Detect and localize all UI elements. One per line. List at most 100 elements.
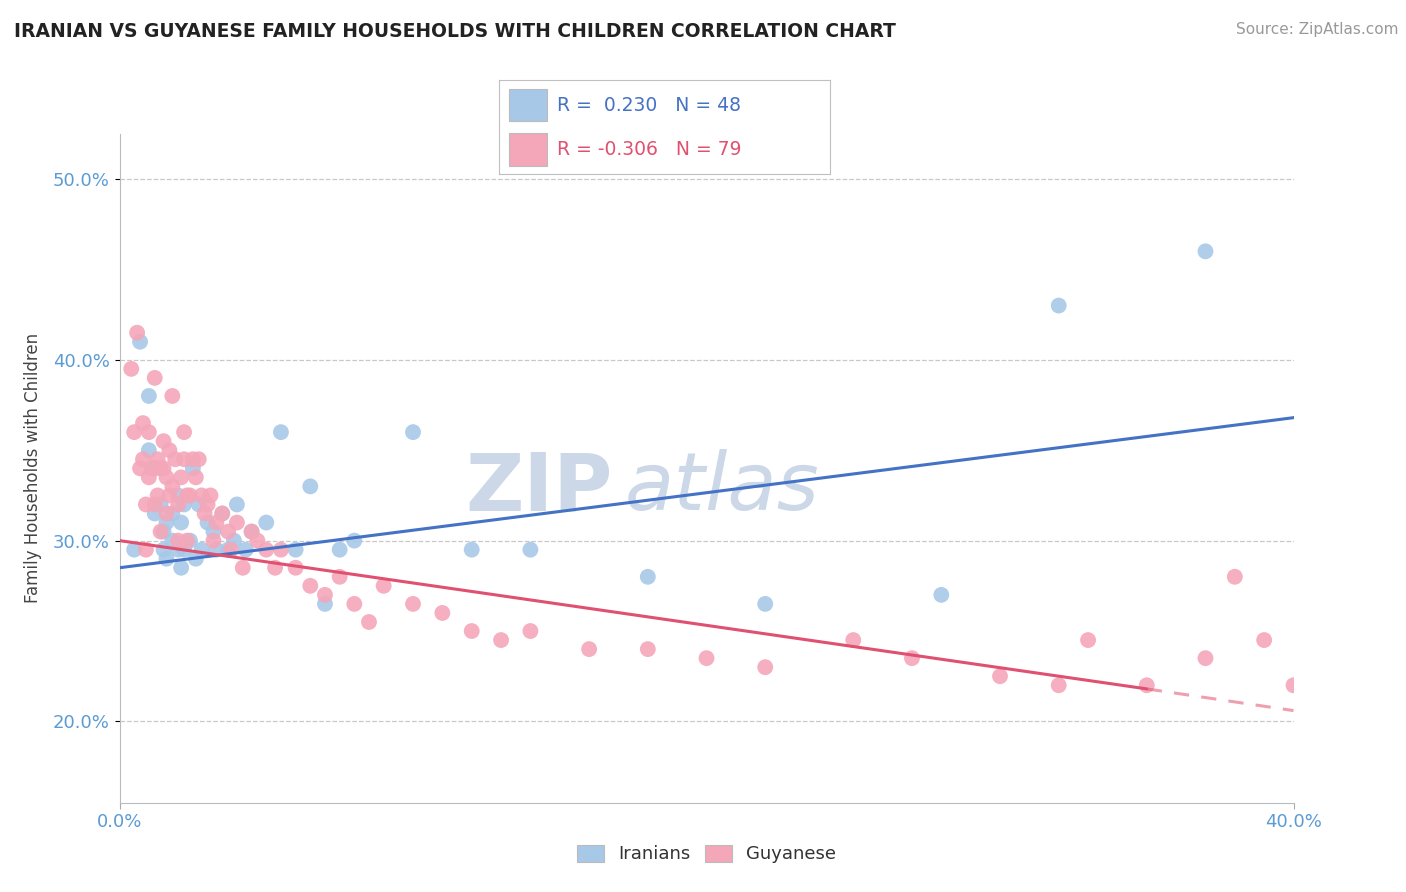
Point [187, 498, 209, 512]
Point [170, 560, 193, 574]
Point [194, 507, 217, 521]
Point [173, 498, 195, 512]
Point [270, 542, 292, 557]
Point [152, 434, 174, 449]
Point [155, 551, 177, 566]
Point [155, 470, 177, 484]
Point [202, 533, 225, 548]
Point [1223, 570, 1246, 584]
Point [205, 516, 228, 530]
Text: atlas: atlas [624, 450, 820, 527]
Point [357, 615, 380, 629]
Text: R =  0.230   N = 48: R = 0.230 N = 48 [557, 95, 741, 114]
Point [190, 488, 212, 502]
Point [152, 524, 174, 539]
Point [217, 524, 239, 539]
Point [299, 579, 322, 593]
Point [314, 588, 336, 602]
Point [132, 452, 155, 467]
Point [141, 461, 163, 475]
Point [1047, 678, 1070, 692]
Point [1047, 299, 1070, 313]
Point [120, 362, 142, 376]
Point [343, 597, 366, 611]
Legend: Iranians, Guyanese: Iranians, Guyanese [569, 838, 844, 871]
Point [931, 588, 953, 602]
Point [202, 524, 225, 539]
Point [146, 488, 169, 502]
Point [149, 498, 172, 512]
Point [254, 516, 277, 530]
Point [155, 507, 177, 521]
Point [173, 452, 195, 467]
Y-axis label: Family Households with Children: Family Households with Children [24, 334, 42, 603]
Point [162, 479, 184, 493]
Point [122, 542, 145, 557]
Point [432, 606, 454, 620]
Point [167, 488, 190, 502]
Point [219, 542, 242, 557]
Point [754, 597, 776, 611]
Point [211, 507, 233, 521]
Point [489, 633, 512, 648]
Point [373, 579, 395, 593]
Point [1136, 678, 1159, 692]
Point [329, 570, 352, 584]
Point [157, 443, 180, 458]
Point [165, 452, 187, 467]
Point [284, 560, 307, 574]
Point [162, 533, 184, 548]
Point [519, 542, 541, 557]
Point [176, 533, 198, 548]
Point [988, 669, 1011, 683]
Point [143, 461, 166, 475]
Point [1253, 633, 1275, 648]
Point [138, 425, 160, 439]
Point [225, 516, 249, 530]
Point [197, 498, 219, 512]
Point [264, 560, 287, 574]
Point [190, 542, 212, 557]
FancyBboxPatch shape [509, 133, 547, 166]
Point [314, 597, 336, 611]
Point [232, 560, 254, 574]
Point [132, 416, 155, 430]
Point [162, 507, 184, 521]
Point [254, 542, 277, 557]
Point [270, 425, 292, 439]
Point [246, 533, 269, 548]
Point [696, 651, 718, 665]
Point [152, 542, 174, 557]
Point [329, 542, 352, 557]
Point [225, 498, 249, 512]
Point [402, 425, 425, 439]
Point [211, 507, 233, 521]
Point [181, 452, 204, 467]
Point [162, 389, 184, 403]
Text: R = -0.306   N = 79: R = -0.306 N = 79 [557, 140, 741, 159]
Point [146, 452, 169, 467]
Text: Source: ZipAtlas.com: Source: ZipAtlas.com [1236, 22, 1399, 37]
Point [152, 461, 174, 475]
Point [143, 498, 166, 512]
Point [200, 488, 222, 502]
Point [179, 533, 201, 548]
Point [179, 488, 201, 502]
Point [754, 660, 776, 674]
Point [149, 461, 172, 475]
FancyBboxPatch shape [509, 88, 547, 121]
Point [402, 597, 425, 611]
Point [173, 425, 195, 439]
Point [127, 326, 149, 340]
Point [299, 479, 322, 493]
Point [170, 470, 193, 484]
Point [578, 642, 600, 657]
Point [637, 642, 659, 657]
Point [155, 516, 177, 530]
Point [240, 524, 263, 539]
Point [1194, 244, 1216, 259]
Point [143, 371, 166, 385]
Point [519, 624, 541, 638]
Text: ZIP: ZIP [465, 450, 613, 527]
Point [173, 542, 195, 557]
